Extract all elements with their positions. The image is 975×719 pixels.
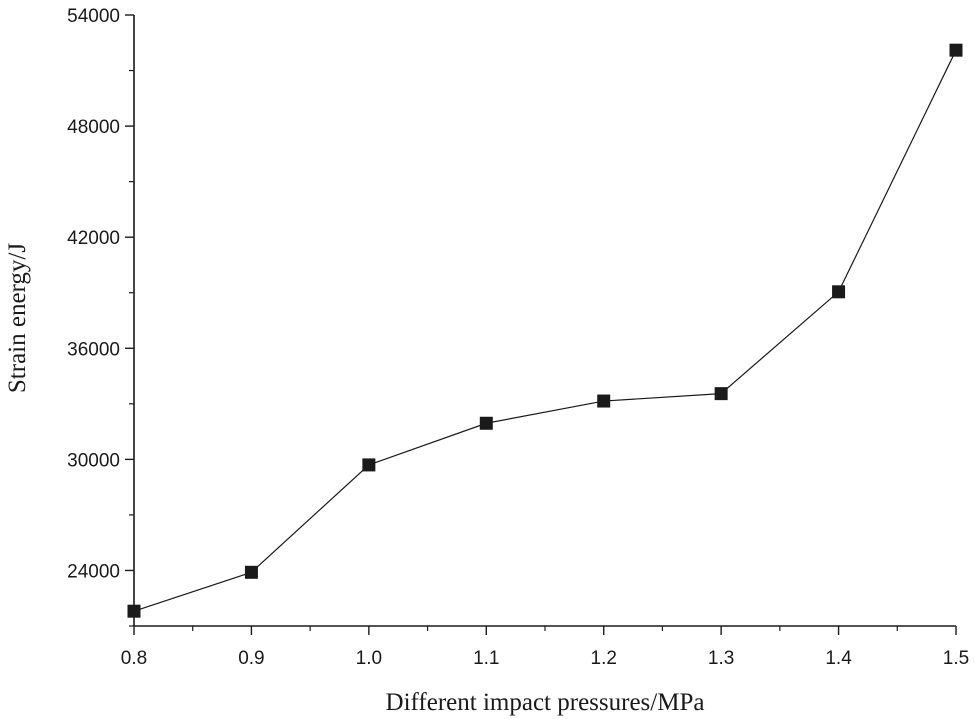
x-axis-title: Different impact pressures/MPa <box>386 689 705 716</box>
y-tick-label: 36000 <box>67 339 120 360</box>
x-tick-label: 0.8 <box>121 648 147 669</box>
y-ticks: 24000 30000 36000 42000 48000 54000 <box>67 6 134 627</box>
data-point-marker <box>479 416 493 430</box>
data-point-marker <box>714 387 728 401</box>
data-point-marker <box>244 565 258 579</box>
series-line <box>133 49 957 612</box>
x-tick-label: 1.1 <box>473 648 499 669</box>
x-tick-label: 1.2 <box>591 648 617 669</box>
y-tick-label: 54000 <box>67 6 120 27</box>
data-point-marker <box>127 604 141 618</box>
x-tick-label: 1.0 <box>356 648 382 669</box>
series-layer <box>127 43 963 618</box>
y-tick-label: 48000 <box>67 117 120 138</box>
x-tick-label: 1.5 <box>943 648 969 669</box>
data-point-marker <box>597 394 611 408</box>
x-ticks: 0.8 0.9 1.0 1.1 1.2 1.3 1.4 1.5 <box>121 626 969 669</box>
x-tick-label: 0.9 <box>238 648 264 669</box>
data-point-marker <box>832 285 846 299</box>
data-point-marker <box>949 43 963 57</box>
axes <box>133 15 956 627</box>
y-tick-label: 42000 <box>67 228 120 249</box>
y-axis-title: Strain energy/J <box>4 243 31 393</box>
y-tick-label: 30000 <box>67 450 120 471</box>
data-point-marker <box>362 458 376 472</box>
x-tick-label: 1.4 <box>825 648 852 669</box>
x-tick-label: 1.3 <box>708 648 734 669</box>
y-tick-label: 24000 <box>67 561 120 582</box>
